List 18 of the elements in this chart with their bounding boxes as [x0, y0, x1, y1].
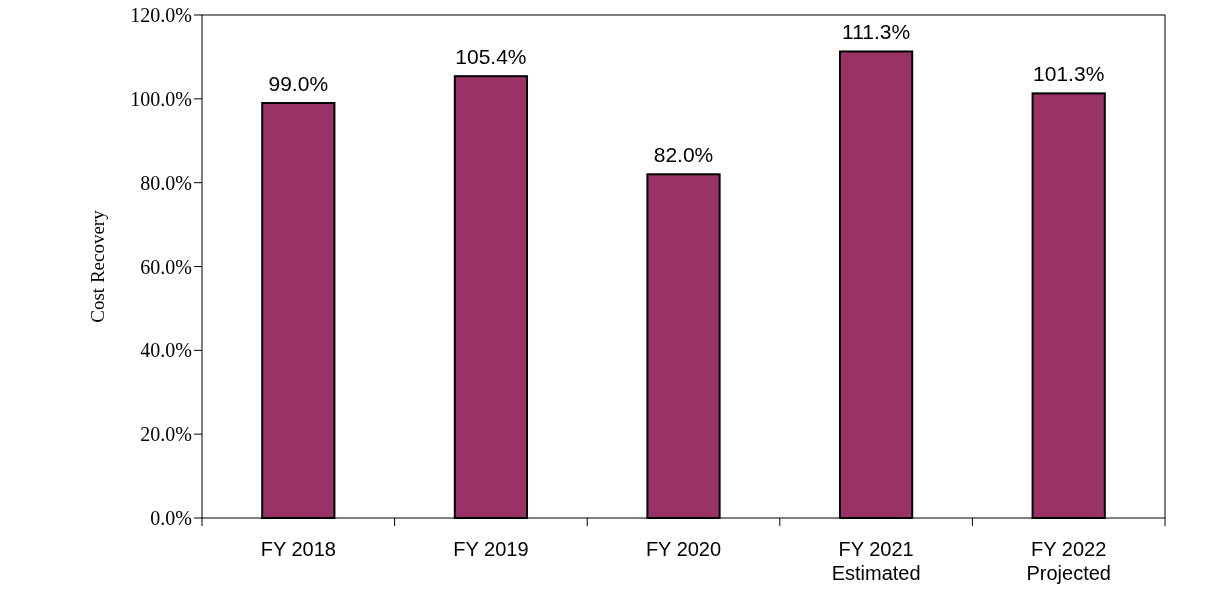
- y-axis-title: Cost Recovery: [87, 209, 108, 323]
- x-tick-label: FY 2022 Projected: [1026, 538, 1111, 584]
- data-label: 105.4%: [455, 45, 527, 69]
- x-tick-label: FY 2020: [645, 538, 722, 560]
- data-label: 82.0%: [653, 143, 714, 167]
- data-label: 111.3%: [842, 20, 911, 44]
- y-tick-label: 40.0%: [140, 339, 192, 362]
- data-label: 101.3%: [1033, 62, 1105, 86]
- x-tick-label: FY 2019: [453, 538, 529, 560]
- y-tick-label: 0.0%: [150, 507, 192, 529]
- y-tick-label: 80.0%: [140, 171, 192, 194]
- data-label: 99.0%: [268, 72, 329, 96]
- y-tick-label: 20.0%: [140, 423, 192, 446]
- x-tick-label: FY 2018: [260, 538, 336, 560]
- x-tick-label: FY 2021 Estimated: [831, 538, 921, 584]
- y-tick-label: 60.0%: [140, 255, 192, 278]
- y-tick-label: 100.0%: [130, 87, 192, 110]
- y-tick-label: 120.0%: [130, 4, 192, 26]
